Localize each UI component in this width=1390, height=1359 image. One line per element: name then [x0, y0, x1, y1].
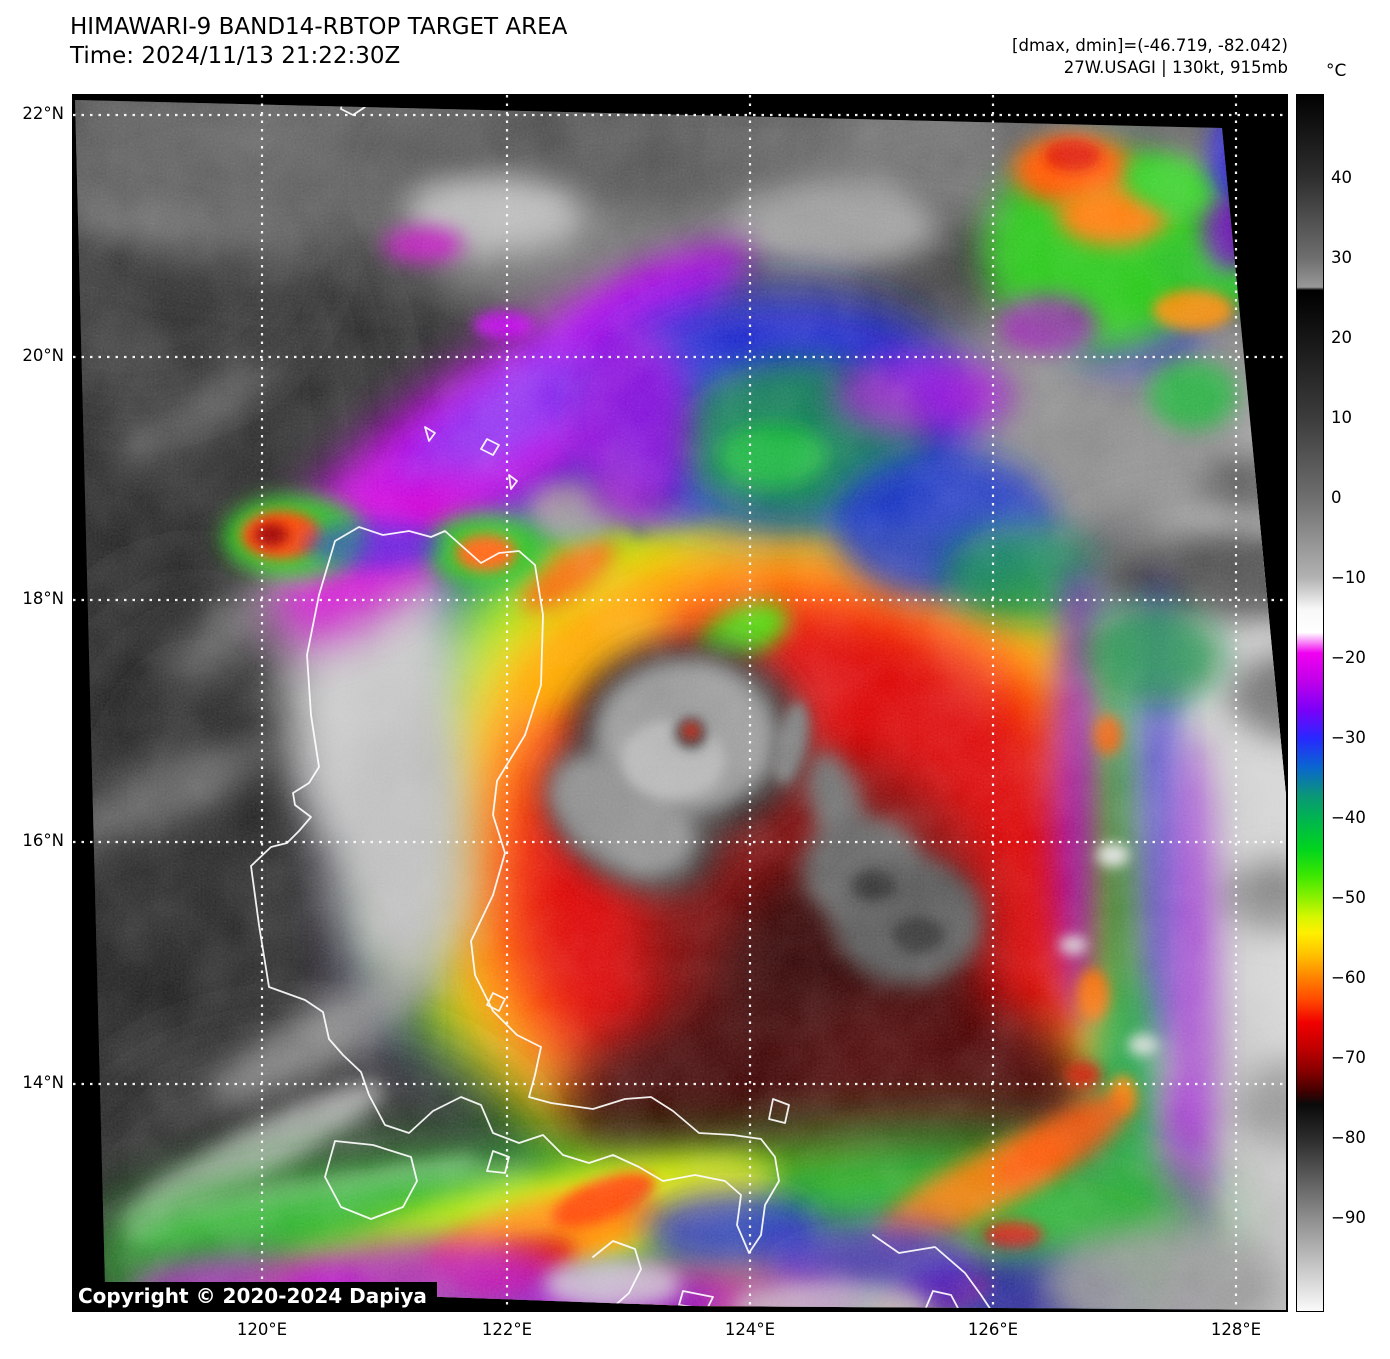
lon-axis-label: 122°E: [481, 1320, 533, 1339]
graticule-gridlines: [73, 95, 1286, 1310]
satellite-map-frame: Copyright © 2020-2024 Dapiya: [72, 94, 1288, 1312]
lon-axis-label: 126°E: [967, 1320, 1019, 1339]
lon-axis-label: 124°E: [724, 1320, 776, 1339]
lon-axis-label: 120°E: [236, 1320, 288, 1339]
lon-axis-label: 128°E: [1210, 1320, 1262, 1339]
colorbar-tick-label: 40: [1331, 168, 1352, 187]
coastline-babuyan: [424, 426, 518, 490]
coastline-mindoro: [324, 1140, 418, 1220]
page-title: HIMAWARI-9 BAND14-RBTOP TARGET AREA: [70, 14, 568, 40]
colorbar: [1296, 94, 1324, 1312]
colorbar-tick-label: −60: [1331, 968, 1366, 987]
lat-axis-label: 18°N: [22, 589, 64, 608]
lat-axis-label: 16°N: [22, 831, 64, 850]
colorbar-tick-label: 30: [1331, 248, 1352, 267]
colorbar-tick-label: 20: [1331, 328, 1352, 347]
coastline-luzon: [250, 526, 780, 1254]
dmax-dmin-label: [dmax, dmin]=(-46.719, -82.042): [1012, 36, 1288, 55]
storm-info-label: 27W.USAGI | 130kt, 915mb: [1063, 58, 1288, 77]
time-label: Time: 2024/11/13 21:22:30Z: [70, 43, 401, 69]
pixel-grain-texture: [75, 100, 1286, 1310]
colorbar-tick-label: −50: [1331, 888, 1366, 907]
colorbar-tick-label: −70: [1331, 1048, 1366, 1067]
colorbar-tick-label: 0: [1331, 488, 1342, 507]
colorbar-tick-label: −20: [1331, 648, 1366, 667]
coastline-samar: [872, 1234, 992, 1310]
coastline-catanduanes: [768, 1098, 790, 1124]
colorbar-tick-label: −80: [1331, 1128, 1366, 1147]
copyright-badge: Copyright © 2020-2024 Dapiya: [73, 1282, 437, 1311]
colorbar-tick-label: −90: [1331, 1208, 1366, 1227]
satellite-data-region: [75, 100, 1286, 1310]
lat-axis-label: 14°N: [22, 1073, 64, 1092]
satellite-image: [73, 95, 1286, 1310]
lat-axis-label: 20°N: [22, 346, 64, 365]
colorbar-tick-label: −10: [1331, 568, 1366, 587]
colorbar-tick-label: 10: [1331, 408, 1352, 427]
celsius-unit-label: °C: [1326, 61, 1347, 81]
coastline-polillo: [486, 992, 506, 1012]
lat-axis-label: 22°N: [22, 104, 64, 123]
coastline-marinduque: [486, 1150, 510, 1174]
coastline-islets-south: [592, 1240, 642, 1310]
colorbar-tick-label: −30: [1331, 728, 1366, 747]
colorbar-tick-label: −40: [1331, 808, 1366, 827]
